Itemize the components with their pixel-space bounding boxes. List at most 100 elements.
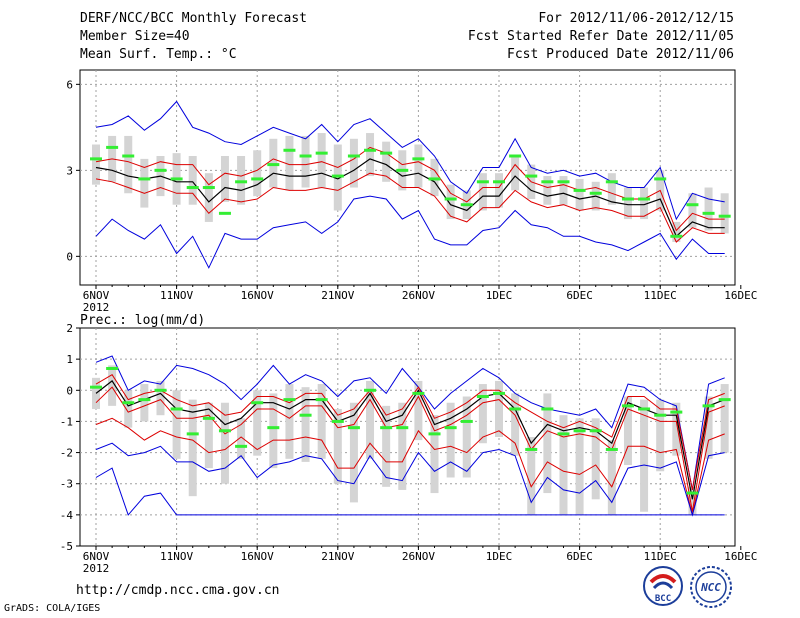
prec-spread-box: [156, 380, 165, 416]
temp-lower-line: [95, 172, 725, 243]
temp-min-line: [95, 195, 725, 269]
prec-spread-box: [172, 390, 181, 459]
temp-x-tick-label: 11NOV: [160, 289, 193, 302]
temp-mean-line: [95, 158, 725, 238]
temp-spread-box: [366, 133, 375, 177]
prec-x-year-label: 2012: [83, 562, 110, 575]
prec-spread-box: [720, 384, 729, 453]
bcc-logo: BCC: [643, 566, 683, 606]
prec-spread-box: [462, 396, 471, 478]
prec-spread-box: [204, 402, 213, 469]
source-url[interactable]: http://cmdp.ncc.cma.gov.cn: [76, 583, 280, 598]
temp-spread-box: [623, 187, 632, 220]
prec-x-tick-label: 16NOV: [241, 550, 274, 563]
prec-spread-box: [478, 384, 487, 444]
prec-lower2-line: [95, 417, 725, 516]
prec-x-tick-label: 26NOV: [402, 550, 435, 563]
prec-spread-box: [140, 384, 149, 422]
temp-spread-box: [382, 141, 391, 182]
temp-x-tick-label: 26NOV: [402, 289, 435, 302]
temp-spread-box: [446, 184, 455, 220]
prec-x-tick-label: 16DEC: [724, 550, 757, 563]
prec-mean-line: [95, 380, 725, 500]
temp-spread-box: [640, 187, 649, 220]
temp-spread-box: [414, 144, 423, 188]
prec-spread-box: [301, 387, 310, 462]
temp-spread-box: [672, 221, 681, 242]
temp-spread-box: [559, 176, 568, 205]
member-size-label: Member Size=40: [80, 29, 190, 44]
prec-spread-box: [285, 384, 294, 459]
prec-spread-box: [92, 377, 100, 409]
prec-spread-box: [511, 393, 520, 456]
prec-lower-line: [95, 386, 725, 512]
prec-x-tick-label: 6NOV: [83, 550, 110, 563]
prec-spread-box: [382, 405, 391, 487]
temp-x-tick-label: 11DEC: [644, 289, 677, 302]
prec-y-tick-label: 2: [66, 322, 73, 335]
prec-y-tick-label: -4: [60, 509, 74, 522]
prec-y-tick-label: -1: [60, 415, 73, 428]
chart-title: DERF/NCC/BCC Monthly Forecast: [80, 11, 307, 26]
prec-y-tick-label: -5: [60, 540, 73, 553]
prec-spread-box: [349, 402, 358, 503]
temp-spread-box: [720, 193, 729, 234]
prec-spread-box: [446, 402, 455, 478]
temp-y-tick-label: 3: [66, 164, 73, 177]
prec-spread-box: [495, 380, 503, 437]
prec-spread-box: [398, 402, 407, 490]
prec-spread-box: [591, 418, 600, 500]
prec-x-tick-label: 11DEC: [644, 550, 677, 563]
temp-x-year-label: 2012: [83, 301, 110, 314]
prec-x-tick-label: 11NOV: [160, 550, 193, 563]
temp-spread-box: [607, 173, 616, 205]
variable-label-temperature: Mean Surf. Temp.: °C: [80, 47, 237, 62]
prec-spread-box: [220, 402, 229, 484]
prec-spread-box: [640, 399, 649, 512]
prec-spread-box: [333, 408, 342, 484]
prec-spread-box: [237, 418, 246, 459]
prec-y-tick-label: 1: [66, 353, 73, 366]
temp-x-tick-label: 1DEC: [486, 289, 513, 302]
prec-spread-box: [124, 390, 133, 428]
prec-spread-box: [188, 399, 197, 497]
temp-upper-line: [95, 146, 725, 232]
temp-x-tick-label: 21NOV: [321, 289, 354, 302]
prec-max-line: [95, 355, 725, 490]
prec-x-tick-label: 6DEC: [566, 550, 593, 563]
temp-spread-box: [92, 144, 100, 185]
prec-spread-box: [269, 393, 278, 469]
prec-spread-box: [656, 399, 665, 472]
temp-y-tick-label: 0: [66, 250, 73, 263]
prec-spread-box: [366, 380, 375, 459]
temp-plot-frame: [79, 69, 736, 286]
prec-y-tick-label: 0: [66, 384, 73, 397]
temp-spread-box: [204, 173, 213, 222]
temp-x-tick-label: 16DEC: [724, 289, 757, 302]
temp-spread-box: [704, 187, 713, 231]
prec-spread-box: [543, 393, 552, 494]
prec-spread-box: [317, 384, 326, 459]
temp-spread-box: [349, 138, 358, 188]
temp-x-tick-label: 16NOV: [241, 289, 274, 302]
prec-spread-box: [688, 486, 697, 515]
forecast-produced-date: Fcst Produced Date 2012/11/06: [507, 47, 734, 62]
temp-spread-box: [575, 178, 584, 211]
temp-spread-box: [301, 135, 310, 188]
prec-spread-box: [430, 415, 439, 494]
temp-spread-box: [124, 135, 133, 194]
temp-spread-box: [285, 135, 294, 191]
prec-x-tick-label: 1DEC: [486, 550, 513, 563]
temp-spread-box: [511, 156, 520, 191]
prec-spread-box: [607, 440, 616, 515]
prec-lower3-line: [95, 442, 725, 517]
temp-y-tick-label: 6: [66, 78, 73, 91]
prec-upper-line: [95, 374, 725, 490]
forecast-started-date: Fcst Started Refer Date 2012/11/05: [467, 29, 734, 44]
temp-spread-box: [495, 173, 503, 208]
prec-spread-box: [414, 380, 423, 441]
prec-spread-box: [108, 365, 117, 406]
ncc-logo-text: NCC: [700, 581, 721, 594]
prec-y-tick-label: -3: [60, 478, 73, 491]
forecast-period: For 2012/11/06-2012/12/15: [538, 11, 734, 26]
